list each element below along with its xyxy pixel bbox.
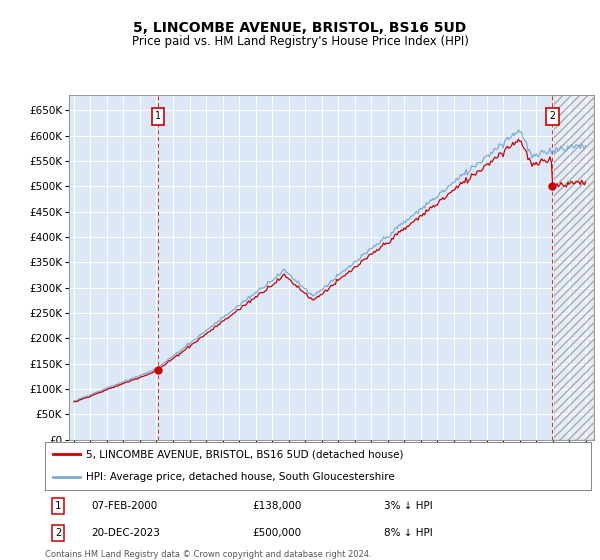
Bar bbox=[554, 95, 594, 440]
Text: 1: 1 bbox=[55, 501, 61, 511]
Text: 5, LINCOMBE AVENUE, BRISTOL, BS16 5UD: 5, LINCOMBE AVENUE, BRISTOL, BS16 5UD bbox=[133, 21, 467, 35]
Text: 1: 1 bbox=[155, 111, 161, 122]
Text: Contains HM Land Registry data © Crown copyright and database right 2024.
This d: Contains HM Land Registry data © Crown c… bbox=[45, 550, 371, 560]
Bar bbox=[554, 95, 594, 440]
Text: 3% ↓ HPI: 3% ↓ HPI bbox=[383, 501, 432, 511]
Text: £500,000: £500,000 bbox=[253, 528, 302, 538]
Text: 5, LINCOMBE AVENUE, BRISTOL, BS16 5UD (detached house): 5, LINCOMBE AVENUE, BRISTOL, BS16 5UD (d… bbox=[86, 449, 403, 459]
Text: 2: 2 bbox=[55, 528, 61, 538]
Text: 20-DEC-2023: 20-DEC-2023 bbox=[91, 528, 160, 538]
Text: HPI: Average price, detached house, South Gloucestershire: HPI: Average price, detached house, Sout… bbox=[86, 472, 395, 482]
Text: £138,000: £138,000 bbox=[253, 501, 302, 511]
Text: Price paid vs. HM Land Registry's House Price Index (HPI): Price paid vs. HM Land Registry's House … bbox=[131, 35, 469, 48]
Text: 07-FEB-2000: 07-FEB-2000 bbox=[91, 501, 158, 511]
Text: 8% ↓ HPI: 8% ↓ HPI bbox=[383, 528, 432, 538]
Text: 2: 2 bbox=[549, 111, 555, 122]
